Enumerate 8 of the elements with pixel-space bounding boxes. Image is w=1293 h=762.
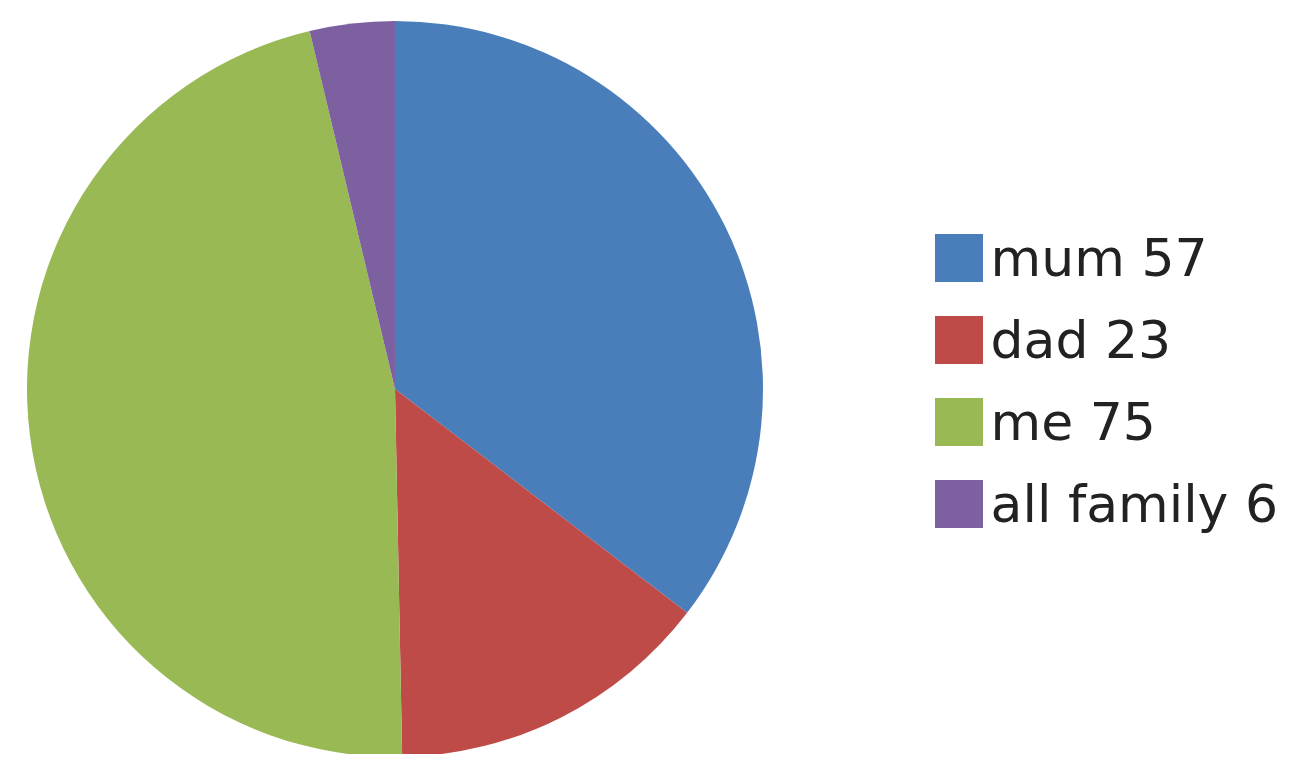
legend-label: all family 6	[990, 474, 1278, 534]
pie-slice	[27, 31, 403, 754]
legend-label: mum 57	[990, 228, 1208, 288]
legend-label: dad 23	[990, 310, 1172, 370]
pie-slice	[395, 21, 763, 613]
pie-slice	[309, 21, 395, 389]
legend-label: me 75	[990, 392, 1156, 452]
pie-slice	[395, 389, 688, 754]
